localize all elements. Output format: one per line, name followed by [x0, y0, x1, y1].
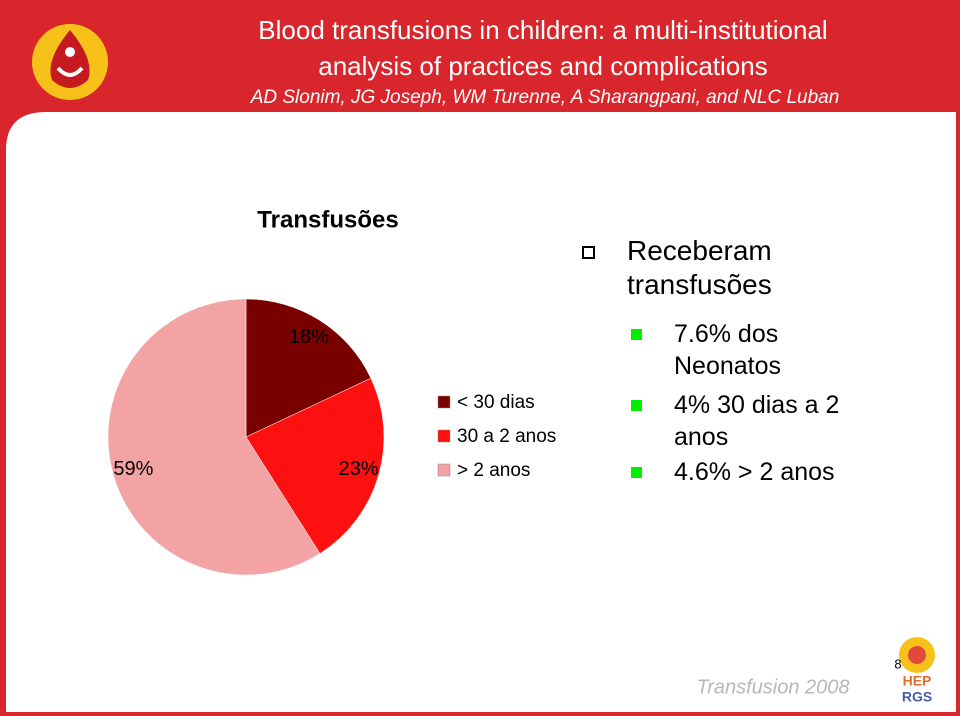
title-line: analysis of practices and complications — [318, 51, 767, 81]
chart-title: Transfusões — [257, 206, 398, 233]
footer-text: Transfusion 2008 — [696, 676, 849, 698]
sub-bullet — [631, 467, 642, 478]
data-label: 23% — [339, 458, 379, 480]
bullet-item: 7.6% dos Neonatos — [674, 320, 782, 380]
pie-slice — [245, 298, 372, 438]
legend-label: < 30 dias — [457, 392, 535, 413]
sub-bullet — [631, 400, 642, 411]
pie-slice — [107, 298, 321, 576]
legend-swatch — [437, 429, 451, 443]
bullet — [582, 246, 595, 259]
authors: AD Slonim, JG Joseph, WM Turenne, A Shar… — [250, 87, 840, 108]
page-number: 8 — [894, 656, 901, 671]
bullet-item: 4.6% > 2 anos — [674, 458, 835, 486]
legend-swatch — [437, 395, 451, 409]
data-label: 59% — [113, 458, 153, 480]
logo-text: RGS — [902, 689, 932, 705]
logo-bottom — [899, 637, 935, 673]
title-line: Blood transfusions in children: a multi-… — [258, 15, 827, 45]
legend-label: 30 a 2 anos — [457, 426, 556, 447]
legend-label: > 2 anos — [457, 460, 530, 481]
pie-slice — [245, 377, 385, 554]
logo-top — [32, 24, 108, 100]
data-label: 18% — [289, 326, 329, 348]
sub-bullet — [631, 329, 642, 340]
logo-text: HEP — [903, 673, 932, 689]
bullet-item: 4% 30 dias a 2 anos — [674, 391, 840, 451]
pie: 18% < 30 dias 23% 30 a 2 anos 59% > 2 anos — [107, 298, 556, 576]
bullet-main: Receberam transfusões — [627, 235, 772, 300]
legend-swatch — [437, 463, 451, 477]
